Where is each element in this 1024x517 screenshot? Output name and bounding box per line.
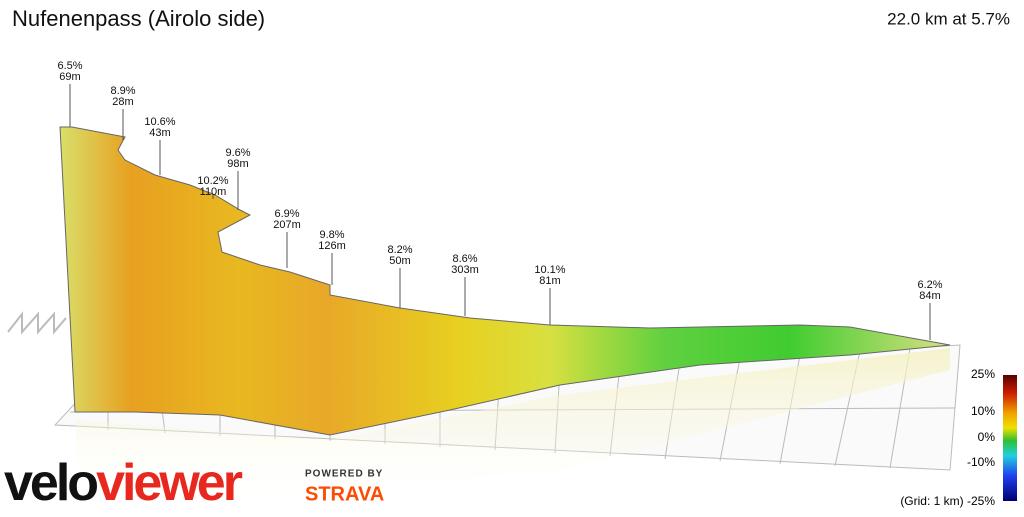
annotation-length: 207m [273, 219, 301, 231]
annotation-length: 98m [227, 158, 248, 170]
annotation-gradient: 8.9% [110, 85, 135, 97]
annotation-length: 126m [318, 240, 346, 252]
scale-label: 10% [971, 404, 995, 418]
annotation-length: 303m [451, 264, 479, 276]
scale-label: 0% [978, 430, 996, 444]
annotation-gradient: 9.8% [319, 229, 344, 241]
logo-prefix: velo [4, 454, 97, 512]
annotation-gradient: 6.9% [274, 208, 299, 220]
scale-label: -10% [967, 455, 995, 469]
annotation-length: 43m [149, 127, 170, 139]
profile-wall [59, 126, 951, 436]
grid-note: (Grid: 1 km) -25% [900, 494, 995, 508]
wall-arrows [7, 311, 67, 335]
logo-suffix: viewer [96, 454, 243, 512]
strava: STRAVA [305, 483, 384, 505]
annotation-length: 84m [919, 290, 940, 302]
annotation-gradient: 10.2% [197, 175, 228, 187]
profile-shadow [75, 348, 950, 512]
annotation-length: 69m [59, 71, 80, 83]
annotation-gradient: 6.5% [57, 60, 82, 72]
annotation-length: 28m [112, 96, 133, 108]
annotation-gradient: 8.6% [452, 253, 477, 265]
annotation-gradient: 6.2% [917, 279, 942, 291]
color-scale [1003, 375, 1017, 501]
annotation-gradient: 8.2% [387, 244, 412, 256]
annotation-length: 81m [539, 275, 560, 287]
logo: veloviewer [4, 454, 243, 512]
annotation-length: 110m [200, 186, 227, 198]
annotation-gradient: 10.1% [534, 264, 565, 276]
title: Nufenenpass (Airolo side) [12, 6, 265, 31]
annotation-gradient: 10.6% [144, 116, 175, 128]
summary: 22.0 km at 5.7% [887, 9, 1010, 28]
annotations: 6.5%69m 8.9%28m 10.6%43m 9.6%98m 10.2%110m 6.… [57, 60, 943, 340]
powered-by: POWERED BY [305, 469, 383, 480]
annotation-gradient: 9.6% [225, 147, 250, 159]
annotation-length: 50m [389, 255, 410, 267]
scale-label: 25% [971, 367, 995, 381]
